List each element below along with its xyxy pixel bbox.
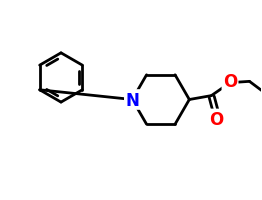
Text: N: N [125,91,139,109]
Text: O: O [209,110,224,128]
Text: O: O [223,73,237,91]
